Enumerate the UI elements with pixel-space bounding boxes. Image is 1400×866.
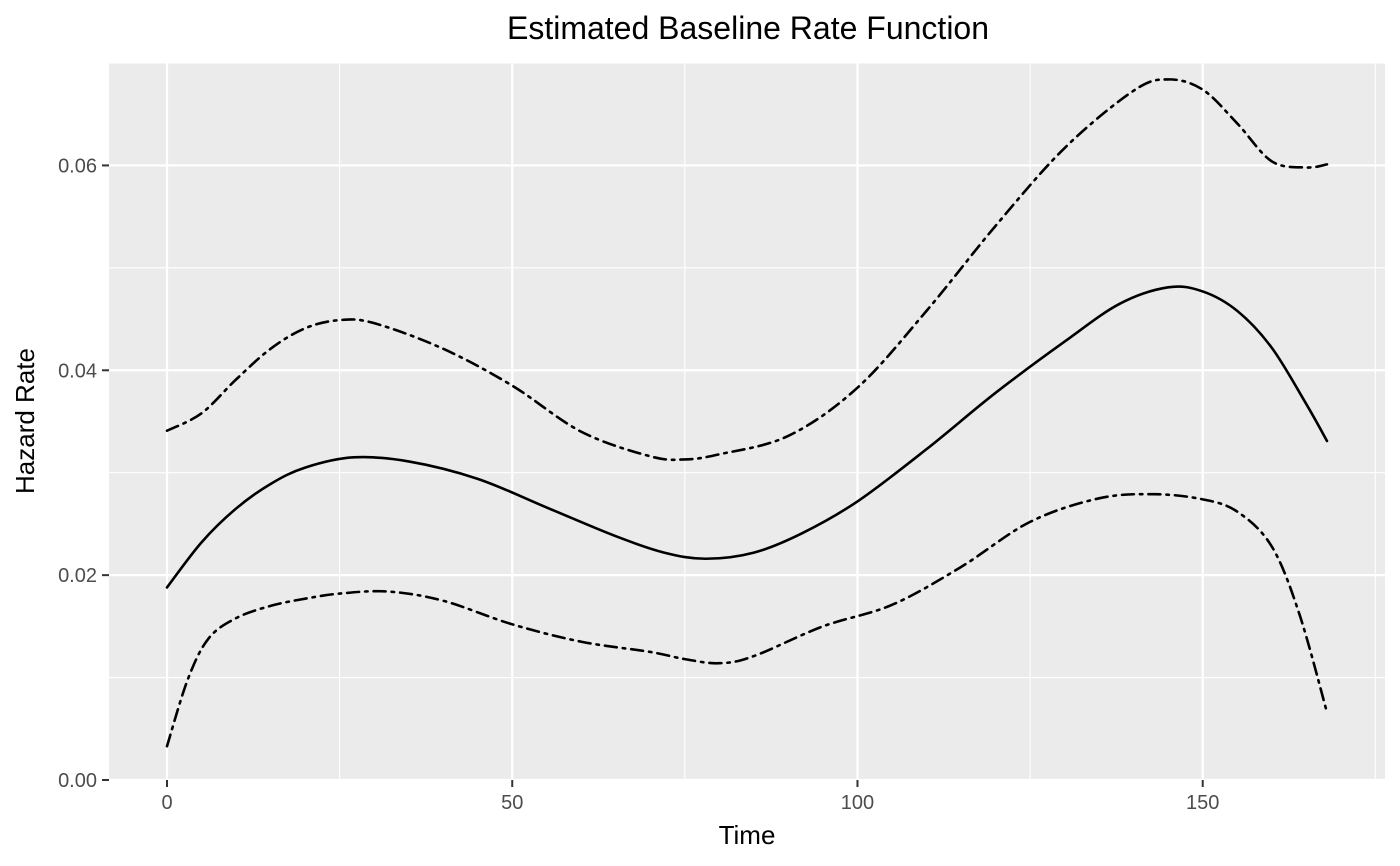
series-layer: [165, 78, 1329, 748]
minor-gridlines: [109, 62, 1385, 780]
upper-band-line: [165, 78, 1329, 462]
y-axis-title: Hazard Rate: [10, 348, 40, 494]
y-tick-label: 0.04: [58, 360, 97, 382]
x-axis-title: Time: [719, 820, 776, 850]
estimate-line: [165, 285, 1329, 589]
x-tick-label: 100: [841, 792, 874, 814]
x-tick-label: 50: [501, 792, 523, 814]
x-tick-label: 0: [161, 792, 172, 814]
y-axis: 0.00 0.02 0.04 0.06: [58, 155, 109, 792]
x-axis: 0 50 100 150: [161, 780, 1219, 814]
chart-title: Estimated Baseline Rate Function: [507, 10, 989, 46]
x-tick-label: 150: [1186, 792, 1219, 814]
y-tick-label: 0.02: [58, 565, 97, 587]
y-tick-label: 0.06: [58, 155, 97, 177]
lower-band-line: [165, 492, 1329, 748]
plot-panel: [109, 63, 1385, 780]
y-tick-label: 0.00: [58, 770, 97, 792]
major-gridlines: [109, 63, 1385, 782]
